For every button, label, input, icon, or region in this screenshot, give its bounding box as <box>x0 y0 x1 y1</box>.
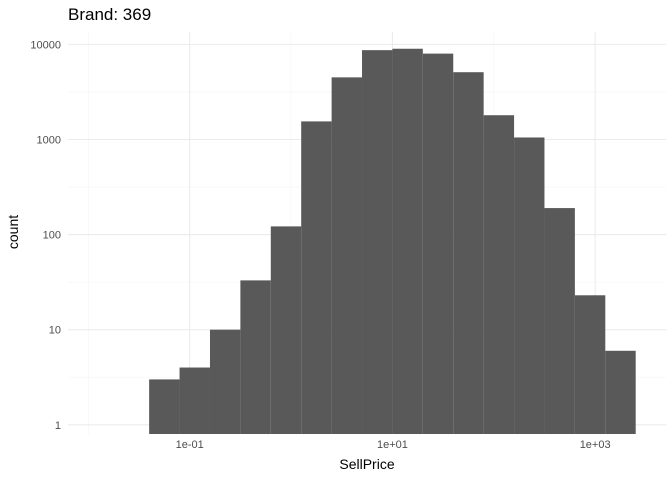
histogram-bar <box>605 350 636 434</box>
y-tick-label: 1000 <box>37 134 61 146</box>
histogram-bar <box>362 50 393 435</box>
histogram-bar <box>209 329 241 434</box>
y-tick-label: 100 <box>43 230 61 242</box>
histogram-bar <box>422 53 454 435</box>
histogram-bar <box>179 367 210 434</box>
chart-title: Brand: 369 <box>68 5 151 24</box>
histogram-bar <box>301 121 332 434</box>
histogram-bar <box>240 280 271 434</box>
histogram-bar <box>574 295 606 434</box>
histogram-bars <box>149 48 636 435</box>
histogram-bar <box>453 72 484 434</box>
y-tick-label: 10000 <box>30 39 61 51</box>
x-axis-title: SellPrice <box>339 456 394 472</box>
histogram-bar <box>514 137 545 434</box>
x-axis-tick-labels: 1e-01 1e+01 1e+03 <box>176 439 611 451</box>
histogram-bar <box>331 77 363 435</box>
y-axis-title: count <box>5 215 21 249</box>
histogram-bar <box>270 226 302 434</box>
x-tick-label: 1e+01 <box>377 439 408 451</box>
y-tick-label: 10 <box>49 325 61 337</box>
y-tick-label: 1 <box>55 420 61 432</box>
histogram-bar <box>483 115 515 435</box>
histogram-bar <box>149 379 180 434</box>
x-tick-label: 1e+03 <box>580 439 611 451</box>
y-axis-tick-labels: 1 10 100 1000 10000 <box>30 39 61 431</box>
x-tick-label: 1e-01 <box>176 439 204 451</box>
histogram-bar <box>544 208 575 434</box>
histogram-bar <box>392 48 423 435</box>
